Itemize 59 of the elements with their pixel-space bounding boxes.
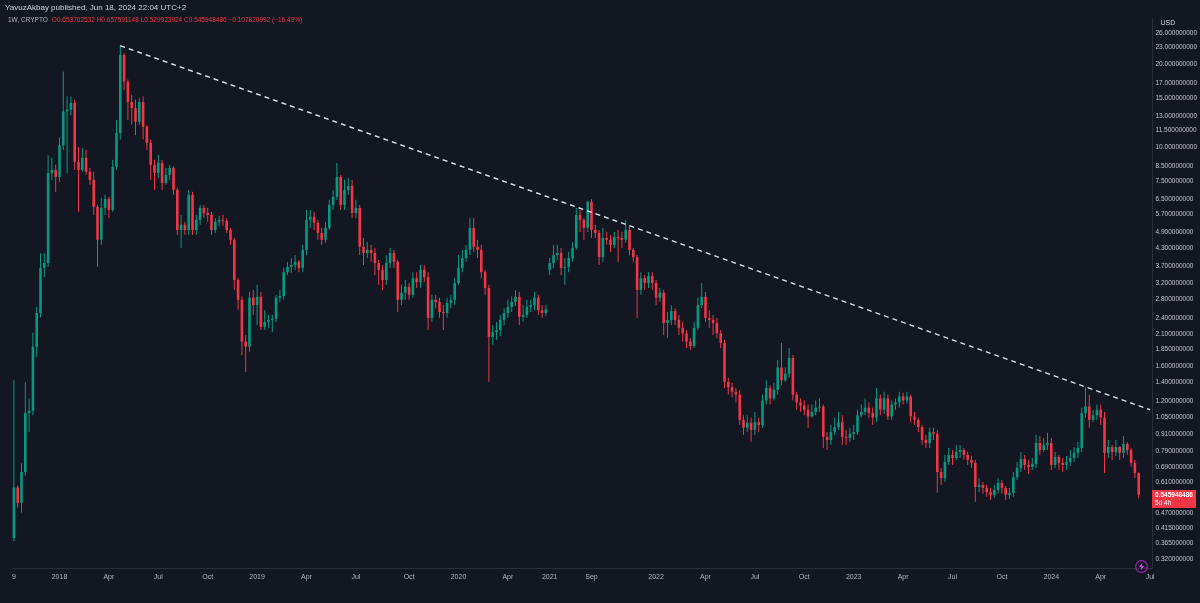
candlestick [438,297,441,319]
candlestick [221,214,225,227]
candlestick [301,244,304,273]
candlestick [776,359,779,396]
candlestick [670,304,673,326]
candlestick [537,294,540,316]
candlestick [533,291,536,311]
candlestick [765,379,768,405]
candlestick [453,277,456,306]
candlestick [343,179,346,211]
candlestick [419,264,422,289]
candlestick [282,267,285,301]
candlestick [624,219,627,244]
candlestick [81,147,84,173]
candlestick [404,279,407,301]
candlestick [628,225,631,256]
candlestick [362,237,365,266]
candlestick [894,397,897,411]
candlestick [841,414,844,446]
candlestick [54,164,57,193]
candlestick [818,397,821,413]
candlestick [552,244,555,269]
candlestick [875,387,878,423]
candlestick [324,221,327,244]
candlestick [742,414,745,436]
candlestick [518,291,521,326]
candlestick [16,484,19,509]
candlestick [856,409,859,436]
candlestick [1122,435,1125,459]
candlestick [442,304,445,331]
candlestick [400,284,403,306]
candlestick [780,342,783,386]
candlestick [666,311,669,339]
candlestick [1050,437,1053,471]
candlestick [457,254,460,286]
candlestick [704,291,707,323]
candlestick [134,99,137,136]
candlestick [472,217,475,253]
candlestick [461,249,464,273]
candlestick [491,324,494,346]
candlestick [381,264,384,291]
candlestick [571,241,574,263]
candlestick [153,159,156,191]
candlestick [157,154,160,179]
candlestick [890,399,893,421]
candlestick [77,146,80,213]
candlestick [928,427,931,449]
candlestick [1084,386,1087,419]
candlestick [210,211,213,236]
candlestick [879,394,882,416]
candlestick [1099,403,1102,426]
chart-title: YavuzAkbay published, Jun 18, 2024 22:04 UTC+2 [5,3,187,13]
candlestick [1088,394,1091,429]
candlestick [476,239,479,259]
candlestick [252,289,255,316]
candlestick [263,309,266,331]
candlestick [138,97,141,126]
candlestick [172,165,175,196]
candlestick [909,394,912,423]
